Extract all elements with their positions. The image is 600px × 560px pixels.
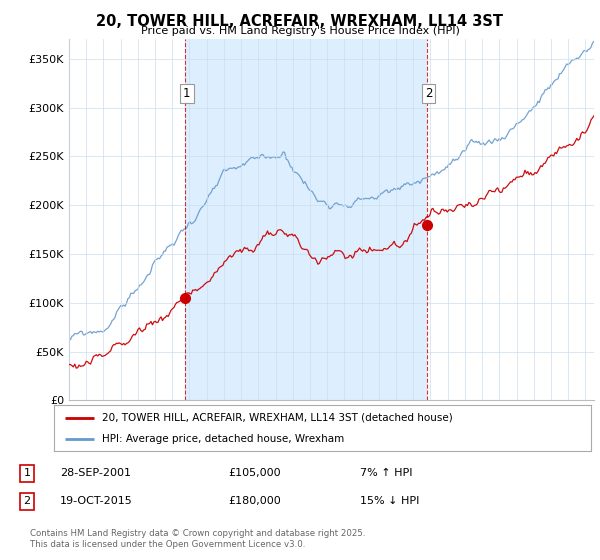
Text: HPI: Average price, detached house, Wrexham: HPI: Average price, detached house, Wrex… <box>103 435 344 444</box>
Text: 19-OCT-2015: 19-OCT-2015 <box>60 496 133 506</box>
Text: £180,000: £180,000 <box>228 496 281 506</box>
Text: 1: 1 <box>23 468 31 478</box>
Text: 2: 2 <box>425 87 433 100</box>
Text: Price paid vs. HM Land Registry's House Price Index (HPI): Price paid vs. HM Land Registry's House … <box>140 26 460 36</box>
Text: 28-SEP-2001: 28-SEP-2001 <box>60 468 131 478</box>
Text: 15% ↓ HPI: 15% ↓ HPI <box>360 496 419 506</box>
Text: 20, TOWER HILL, ACREFAIR, WREXHAM, LL14 3ST (detached house): 20, TOWER HILL, ACREFAIR, WREXHAM, LL14 … <box>103 413 453 423</box>
Text: Contains HM Land Registry data © Crown copyright and database right 2025.
This d: Contains HM Land Registry data © Crown c… <box>30 529 365 549</box>
Text: 20, TOWER HILL, ACREFAIR, WREXHAM, LL14 3ST: 20, TOWER HILL, ACREFAIR, WREXHAM, LL14 … <box>97 14 503 29</box>
Text: 1: 1 <box>183 87 191 100</box>
Text: £105,000: £105,000 <box>228 468 281 478</box>
Text: 2: 2 <box>23 496 31 506</box>
Text: 7% ↑ HPI: 7% ↑ HPI <box>360 468 413 478</box>
Bar <box>185 39 427 400</box>
